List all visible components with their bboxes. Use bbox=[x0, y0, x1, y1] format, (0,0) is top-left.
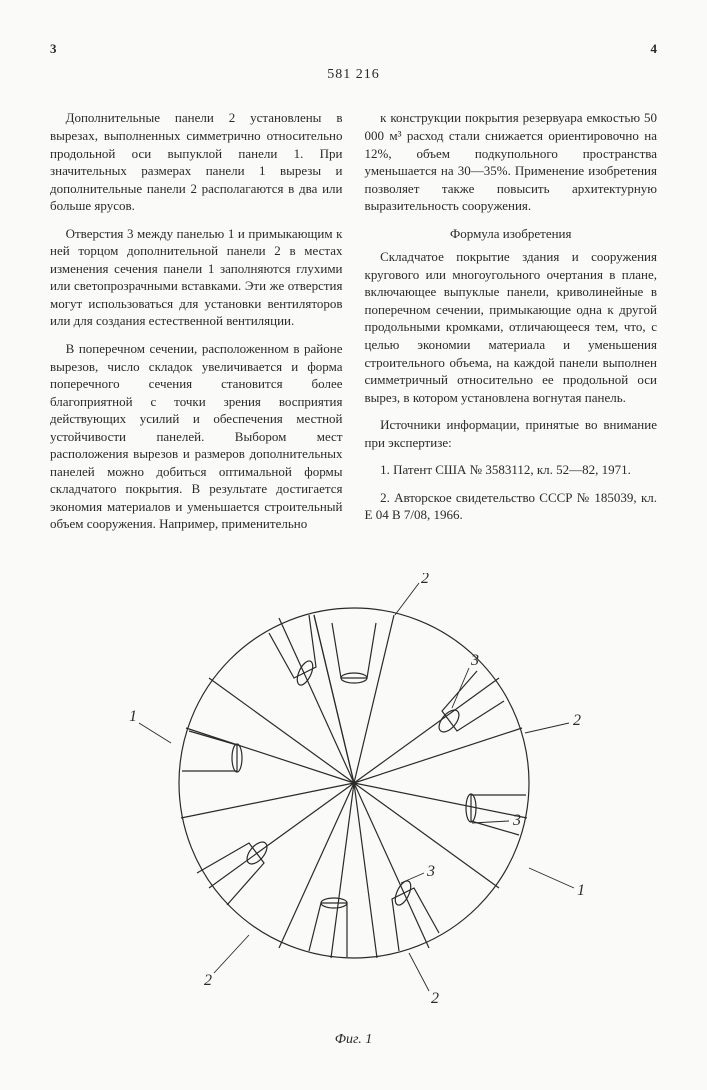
label-2: 2 bbox=[431, 990, 439, 1007]
para: 2. Авторское свидетельство СССР № 185039… bbox=[365, 489, 658, 524]
para: 1. Патент США № 3583112, кл. 52—82, 1971… bbox=[365, 461, 658, 479]
label-2: 2 bbox=[204, 972, 212, 989]
text-columns: Дополнительные панели 2 установлены в вы… bbox=[50, 109, 657, 543]
para: Источники информации, принятые во вниман… bbox=[365, 416, 658, 451]
formula-title: Формула изобретения bbox=[365, 225, 658, 243]
label-2: 2 bbox=[573, 712, 581, 729]
label-3: 3 bbox=[512, 812, 521, 829]
label-1: 1 bbox=[129, 708, 137, 725]
label-1: 1 bbox=[577, 882, 585, 899]
figure-caption: Фиг. 1 bbox=[50, 1031, 657, 1050]
col-num-right: 4 bbox=[651, 40, 658, 58]
para: к конструкции покрытия резервуара емкост… bbox=[365, 109, 658, 214]
col-num-left: 3 bbox=[50, 40, 57, 58]
label-leaders bbox=[139, 583, 574, 991]
label-2: 2 bbox=[421, 573, 429, 587]
para: В поперечном сечении, расположенном в ра… bbox=[50, 340, 343, 533]
right-column: к конструкции покрытия резервуара емкост… bbox=[365, 109, 658, 543]
para: Отверстия 3 между панелью 1 и примыкающи… bbox=[50, 225, 343, 330]
figure-1: 1 1 2 2 2 2 3 3 3 bbox=[50, 573, 657, 1023]
label-3: 3 bbox=[426, 863, 435, 880]
figure-svg: 1 1 2 2 2 2 3 3 3 bbox=[109, 573, 599, 1023]
para: Дополнительные панели 2 установлены в вы… bbox=[50, 109, 343, 214]
label-3: 3 bbox=[470, 652, 479, 669]
doc-number: 581 216 bbox=[50, 66, 657, 85]
left-column: Дополнительные панели 2 установлены в вы… bbox=[50, 109, 343, 543]
para: Складчатое покрытие здания и сооружения … bbox=[365, 248, 658, 406]
